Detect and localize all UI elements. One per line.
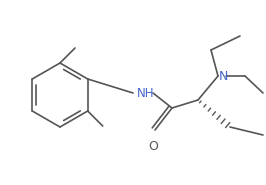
Text: NH: NH — [137, 87, 155, 100]
Text: N: N — [219, 70, 228, 83]
Text: O: O — [148, 140, 158, 153]
